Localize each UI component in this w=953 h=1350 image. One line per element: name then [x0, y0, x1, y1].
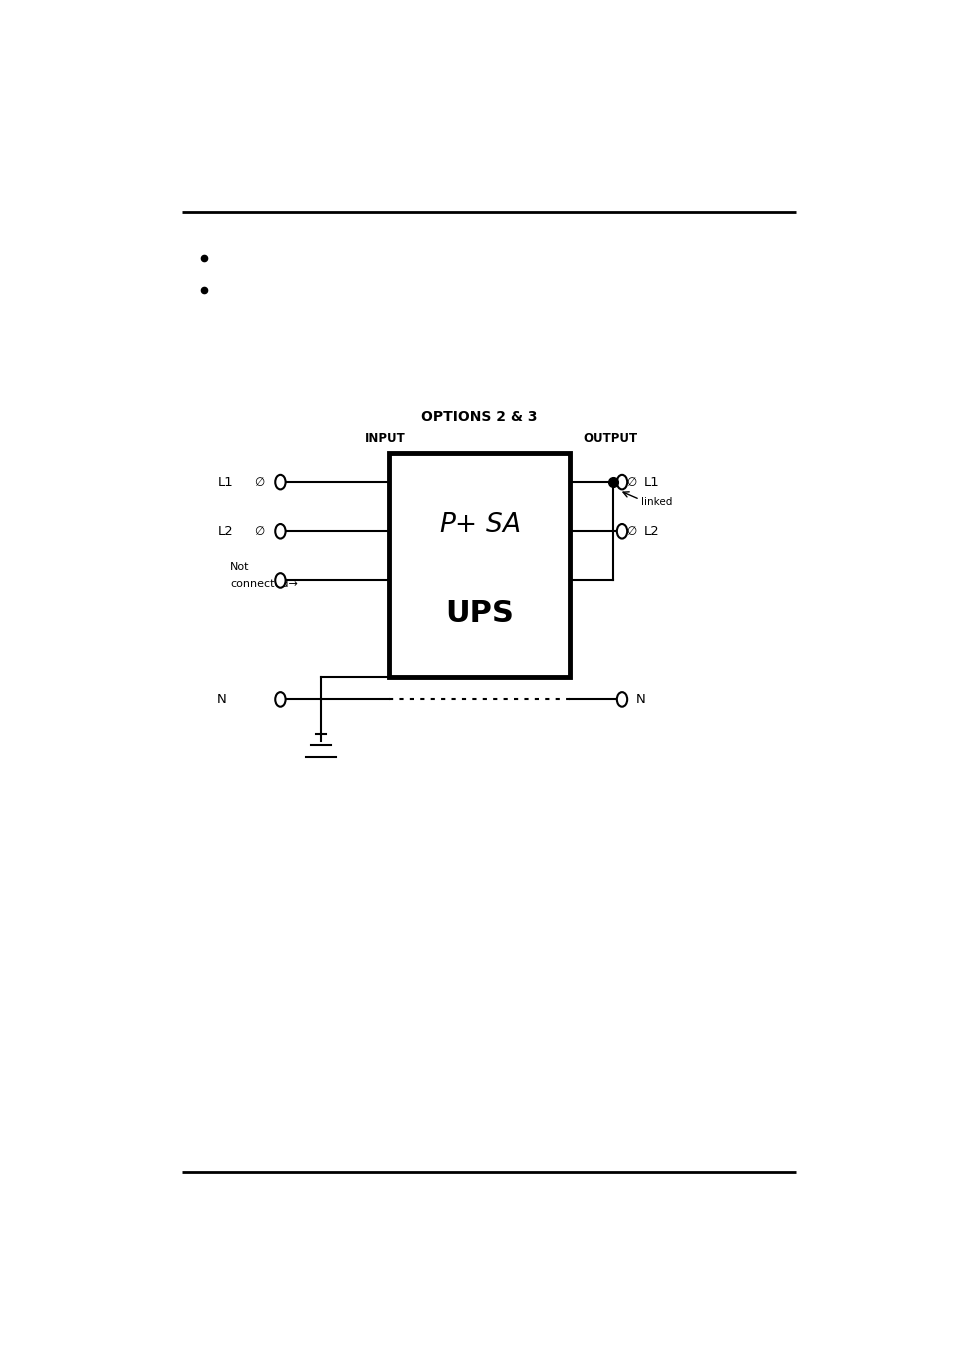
Text: Not: Not: [230, 562, 250, 572]
Text: N: N: [635, 693, 644, 706]
Text: OPTIONS 2 & 3: OPTIONS 2 & 3: [421, 410, 537, 424]
Circle shape: [275, 475, 285, 490]
Text: OUTPUT: OUTPUT: [583, 432, 638, 444]
Circle shape: [275, 524, 285, 539]
Circle shape: [617, 693, 626, 706]
Text: ∅: ∅: [625, 475, 636, 489]
Circle shape: [275, 693, 285, 706]
Text: INPUT: INPUT: [365, 432, 405, 444]
Text: L1: L1: [218, 475, 233, 489]
Text: ∅: ∅: [254, 475, 265, 489]
Text: $\mathit{P{+}\ SA}$: $\mathit{P{+}\ SA}$: [438, 512, 520, 537]
Text: ∅: ∅: [254, 525, 265, 537]
Text: L1: L1: [643, 475, 659, 489]
Text: linked: linked: [640, 497, 672, 506]
Text: L2: L2: [643, 525, 659, 537]
Circle shape: [617, 475, 626, 490]
Bar: [389, 454, 570, 676]
Circle shape: [275, 574, 285, 587]
Text: UPS: UPS: [445, 599, 514, 629]
Text: N: N: [216, 693, 226, 706]
Circle shape: [617, 524, 626, 539]
Text: L2: L2: [218, 525, 233, 537]
Text: ∅: ∅: [625, 525, 636, 537]
Text: connected→: connected→: [230, 579, 297, 589]
